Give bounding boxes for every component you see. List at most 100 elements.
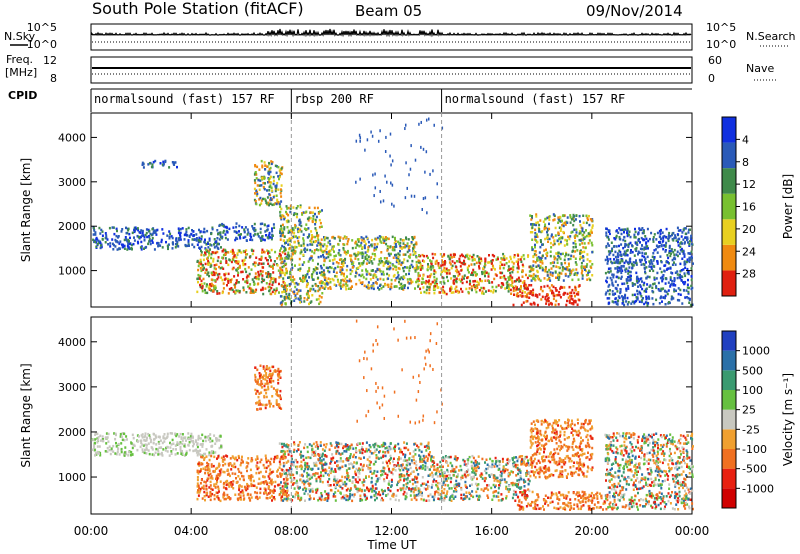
echo-cell (557, 221, 560, 224)
echo-cell (616, 254, 619, 257)
echo-cell (142, 234, 145, 237)
echo-cell (305, 210, 308, 214)
echo-cell (148, 162, 151, 165)
echo-cell (264, 168, 267, 171)
echo-cell (361, 251, 364, 254)
echo-cell (342, 260, 345, 263)
echo-cell (689, 252, 692, 255)
echo-cell (485, 290, 487, 293)
echo-cell (315, 298, 318, 301)
echo-cell (387, 265, 390, 269)
echo-cell (221, 235, 224, 239)
echo-cell (488, 281, 491, 284)
echo-cell (507, 290, 510, 293)
echo-cell (361, 269, 364, 272)
echo-cell (224, 253, 227, 256)
echo-cell (626, 234, 629, 238)
echo-cell (570, 269, 573, 273)
echo-cell (420, 145, 422, 149)
echo-cell (202, 452, 205, 456)
echo-cell (305, 285, 308, 289)
echo-cell (299, 228, 302, 231)
echo-cell (524, 287, 527, 290)
echo-cell (561, 224, 564, 227)
echo-cell (265, 391, 268, 395)
echo-cell (652, 238, 655, 241)
echo-cell (212, 464, 215, 468)
echo-cell (196, 243, 199, 246)
echo-cell (281, 265, 284, 269)
echo-cell (541, 230, 544, 233)
echo-cell (417, 283, 420, 286)
echo-cell (583, 242, 586, 245)
echo-cell (665, 235, 668, 239)
echo-cell (259, 231, 262, 234)
echo-cell (310, 255, 313, 258)
echo-cell (346, 249, 349, 253)
echo-cell (487, 289, 490, 292)
echo-cell (563, 214, 566, 217)
echo-cell (352, 495, 355, 498)
echo-cell (272, 182, 275, 186)
echo-cell (268, 477, 271, 480)
echo-cell (206, 436, 209, 439)
echo-cell (267, 275, 270, 279)
echo-cell (559, 287, 562, 290)
echo-cell (655, 238, 658, 241)
echo-cell (639, 291, 642, 295)
echo-cell (285, 262, 288, 266)
echo-cell (285, 491, 288, 494)
echo-cell (228, 481, 231, 485)
echo-cell (281, 485, 284, 488)
echo-cell (564, 238, 567, 242)
echo-cell (429, 172, 431, 176)
echo-cell (552, 236, 555, 239)
echo-cell (588, 239, 591, 242)
echo-cell (283, 497, 286, 501)
echo-cell (213, 272, 216, 275)
echo-cell (281, 284, 284, 288)
echo-cell (210, 463, 213, 466)
echo-cell (564, 291, 567, 295)
echo-cell (328, 266, 331, 269)
echo-cell (157, 450, 160, 453)
echo-cell (197, 489, 199, 492)
echo-cell (572, 246, 575, 249)
echo-cell (662, 247, 665, 251)
echo-cell (667, 256, 670, 260)
echo-cell (245, 249, 248, 252)
echo-cell (295, 281, 298, 285)
echo-cell (403, 286, 406, 289)
echo-cell (272, 379, 275, 383)
echo-cell (513, 254, 516, 257)
echo-cell (569, 216, 572, 219)
echo-cell (660, 237, 662, 240)
echo-cell (415, 242, 418, 246)
echo-cell (267, 201, 270, 205)
echo-cell (236, 252, 239, 255)
echo-cell (332, 247, 334, 250)
echo-cell (573, 228, 576, 231)
echo-cell (635, 271, 638, 275)
echo-cell (232, 480, 235, 483)
echo-cell (234, 465, 237, 469)
echo-cell (224, 277, 227, 280)
echo-cell (228, 497, 231, 501)
echo-cell (397, 257, 400, 260)
echo-cell (166, 234, 169, 237)
echo-cell (318, 271, 321, 275)
echo-cell (562, 230, 565, 234)
echo-cell (131, 231, 134, 235)
echo-cell (517, 295, 520, 298)
echo-cell (238, 224, 241, 228)
echo-cell (263, 388, 266, 392)
echo-cell (233, 283, 236, 287)
echo-cell (676, 250, 679, 253)
echo-cell (422, 147, 425, 151)
echo-cell (269, 236, 272, 239)
echo-cell (397, 274, 400, 277)
echo-cell (253, 179, 256, 182)
echo-cell (168, 454, 171, 457)
echo-cell (287, 296, 290, 300)
